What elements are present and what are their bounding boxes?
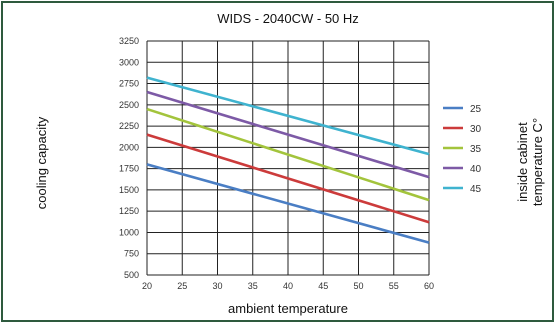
series-line-45 [146, 76, 430, 156]
legend-label-45: 45 [470, 184, 482, 195]
x-tick-label: 35 [248, 281, 258, 291]
series-line-40 [146, 90, 430, 179]
y-tick-label: 2000 [119, 142, 139, 152]
chart-svg: WIDS - 2040CW - 50 Hz 500 750 1000 1250 1500… [34, 11, 545, 316]
y-tick-label: 750 [124, 249, 139, 259]
y-tick-labels: 500 750 1000 1250 1500 1750 2000 2250 2500 2750 30… [119, 36, 139, 280]
series-line-25 [146, 163, 430, 244]
x-tick-label: 55 [389, 281, 399, 291]
legend-label-25: 25 [470, 104, 482, 115]
y-tick-label: 3250 [119, 36, 139, 46]
y-tick-label: 1250 [119, 206, 139, 216]
chart-title: WIDS - 2040CW - 50 Hz [217, 11, 359, 26]
x-tick-labels: 20 25 30 35 40 45 50 55 60 [142, 281, 434, 291]
x-axis-label: ambient temperature [228, 301, 348, 316]
legend-label-40: 40 [470, 164, 482, 175]
legend-label-30: 30 [470, 124, 482, 135]
x-tick-label: 20 [142, 281, 152, 291]
y-tick-label: 2750 [119, 79, 139, 89]
legend: 25 30 35 40 45 [443, 104, 482, 195]
x-tick-label: 40 [283, 281, 293, 291]
x-tick-label: 25 [177, 281, 187, 291]
series-line-35 [146, 107, 430, 202]
y-tick-label: 3000 [119, 57, 139, 67]
legend-title-line-2: temperature C° [530, 118, 545, 206]
x-tick-label: 60 [424, 281, 434, 291]
series-lines [146, 76, 430, 244]
y-axis-label: cooling capacity [34, 116, 49, 209]
y-tick-label: 1500 [119, 185, 139, 195]
y-tick-label: 2500 [119, 100, 139, 110]
y-tick-label: 1750 [119, 164, 139, 174]
x-tick-label: 45 [318, 281, 328, 291]
series-line-30 [146, 133, 430, 224]
x-tick-label: 30 [212, 281, 222, 291]
grid [146, 40, 430, 276]
y-tick-label: 1000 [119, 227, 139, 237]
y-tick-label: 500 [124, 270, 139, 280]
legend-label-35: 35 [470, 144, 482, 155]
x-tick-label: 50 [353, 281, 363, 291]
y-tick-label: 2250 [119, 121, 139, 131]
legend-title-line-1: inside cabinet [515, 122, 530, 202]
